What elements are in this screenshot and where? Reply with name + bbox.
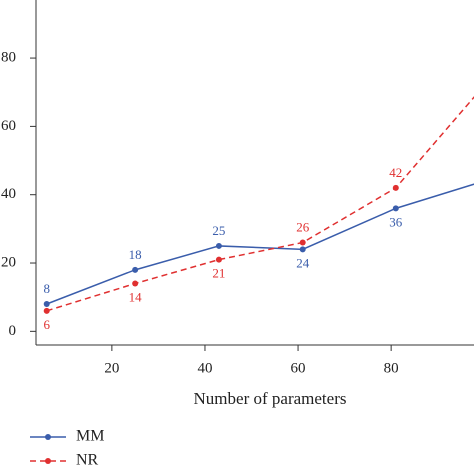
legend-marker	[45, 434, 51, 440]
x-axis-label: Number of parameters	[194, 389, 347, 408]
legend-label: MM	[76, 428, 104, 445]
data-label: 42	[389, 165, 402, 180]
data-label: 25	[212, 223, 225, 238]
x-tick-label: 100	[473, 360, 474, 376]
x-tick-label: 80	[384, 360, 399, 376]
point	[215, 256, 222, 263]
y-tick-label: 60	[1, 118, 16, 134]
point	[215, 242, 222, 249]
data-label: 14	[129, 289, 143, 304]
y-tick-label: 0	[9, 323, 17, 339]
series-line	[46, 96, 474, 312]
data-label: 26	[296, 220, 310, 235]
x-tick-label: 40	[197, 360, 212, 376]
plot-area: 8182524364461421264272	[43, 96, 474, 332]
data-label: 18	[129, 247, 142, 262]
point	[132, 280, 139, 287]
data-label: 8	[43, 281, 50, 296]
data-label: 6	[43, 317, 50, 332]
x-tick-label: 20	[104, 360, 119, 376]
point	[132, 266, 139, 273]
legend-marker	[45, 458, 51, 464]
data-label: 24	[296, 255, 310, 270]
legend-label: NR	[76, 452, 99, 469]
point	[299, 246, 306, 253]
point	[43, 307, 50, 314]
y-tick-label: 40	[1, 186, 16, 202]
y-tick-label: 80	[1, 50, 16, 66]
x-tick-label: 60	[291, 360, 306, 376]
series-line	[46, 183, 474, 305]
point	[43, 301, 50, 308]
y-tick-label: 20	[1, 254, 16, 270]
point	[392, 205, 399, 212]
data-label: 36	[389, 214, 403, 229]
data-label: 21	[212, 266, 225, 281]
point	[299, 239, 306, 246]
point	[392, 184, 399, 191]
